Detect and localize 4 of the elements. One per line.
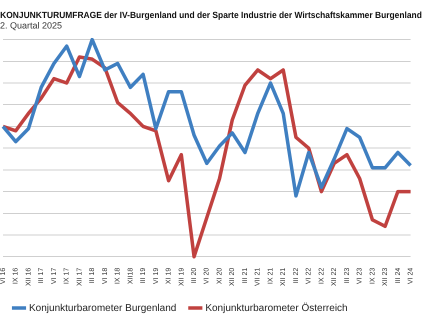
legend-label: Konjunkturbarometer Burgenland (29, 302, 176, 314)
chart-subtitle: 2. Quartal 2025 (0, 20, 62, 31)
chart-title: KONJUNKTURUMFRAGE der IV-Burgenland und der Sparte Industrie der Wirtschaftskammer Burgenland (0, 10, 422, 20)
legend-label: Konjunkturbarometer Österreich (205, 302, 348, 314)
